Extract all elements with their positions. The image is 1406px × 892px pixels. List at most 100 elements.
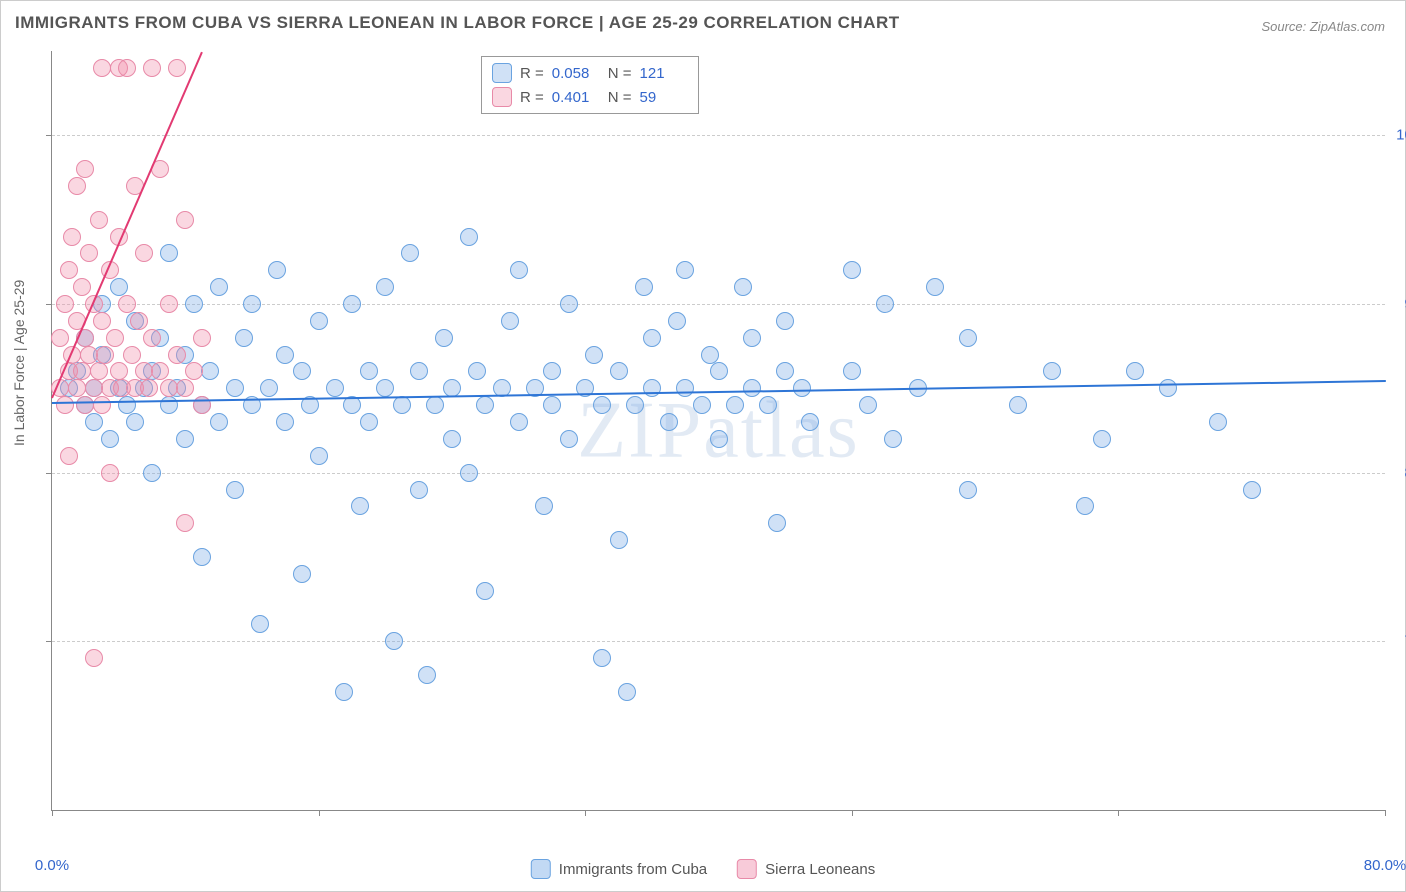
scatter-point — [743, 379, 761, 397]
gridline-h — [52, 641, 1385, 642]
scatter-point — [85, 413, 103, 431]
scatter-point — [260, 379, 278, 397]
scatter-point — [710, 430, 728, 448]
scatter-point — [843, 362, 861, 380]
scatter-point — [393, 396, 411, 414]
scatter-point — [443, 430, 461, 448]
y-tick — [46, 135, 52, 136]
x-tick — [319, 810, 320, 816]
scatter-point — [460, 228, 478, 246]
scatter-point — [410, 481, 428, 499]
bottom-legend: Immigrants from Cuba Sierra Leoneans — [531, 859, 875, 879]
scatter-point — [176, 514, 194, 532]
scatter-point — [135, 362, 153, 380]
scatter-point — [643, 379, 661, 397]
scatter-point — [60, 447, 78, 465]
scatter-point — [118, 295, 136, 313]
y-tick — [46, 641, 52, 642]
scatter-point — [251, 615, 269, 633]
scatter-point — [268, 261, 286, 279]
scatter-point — [476, 582, 494, 600]
scatter-point — [193, 548, 211, 566]
swatch-series-1 — [492, 63, 512, 83]
scatter-point — [1076, 497, 1094, 515]
scatter-point — [426, 396, 444, 414]
chart-container: IMMIGRANTS FROM CUBA VS SIERRA LEONEAN I… — [0, 0, 1406, 892]
scatter-point — [618, 683, 636, 701]
scatter-point — [73, 278, 91, 296]
scatter-point — [185, 295, 203, 313]
scatter-point — [193, 329, 211, 347]
stats-legend-box: R = 0.058 N = 121 R = 0.401 N = 59 — [481, 56, 699, 114]
gridline-h — [52, 473, 1385, 474]
scatter-point — [85, 379, 103, 397]
scatter-point — [143, 464, 161, 482]
chart-title: IMMIGRANTS FROM CUBA VS SIERRA LEONEAN I… — [15, 13, 900, 33]
scatter-point — [585, 346, 603, 364]
scatter-point — [843, 261, 861, 279]
scatter-point — [185, 362, 203, 380]
legend-label-1: Immigrants from Cuba — [559, 861, 707, 878]
stats-r-label-1: R = — [520, 65, 544, 82]
scatter-point — [63, 228, 81, 246]
scatter-point — [401, 244, 419, 262]
scatter-point — [226, 379, 244, 397]
scatter-point — [1209, 413, 1227, 431]
scatter-point — [326, 379, 344, 397]
scatter-point — [476, 396, 494, 414]
scatter-point — [176, 211, 194, 229]
scatter-point — [60, 261, 78, 279]
scatter-point — [734, 278, 752, 296]
scatter-point — [776, 312, 794, 330]
scatter-point — [176, 430, 194, 448]
gridline-h — [52, 135, 1385, 136]
scatter-point — [93, 396, 111, 414]
scatter-point — [859, 396, 877, 414]
scatter-point — [68, 177, 86, 195]
scatter-point — [80, 346, 98, 364]
scatter-point — [140, 379, 158, 397]
scatter-point — [106, 329, 124, 347]
scatter-point — [101, 430, 119, 448]
scatter-point — [768, 514, 786, 532]
scatter-point — [51, 329, 69, 347]
scatter-point — [560, 430, 578, 448]
scatter-point — [118, 59, 136, 77]
scatter-point — [801, 413, 819, 431]
scatter-point — [468, 362, 486, 380]
scatter-point — [160, 396, 178, 414]
scatter-point — [743, 329, 761, 347]
scatter-point — [73, 362, 91, 380]
scatter-point — [510, 413, 528, 431]
stats-r-value-1: 0.058 — [552, 65, 600, 82]
source-label: Source: ZipAtlas.com — [1261, 19, 1385, 34]
scatter-point — [310, 312, 328, 330]
scatter-point — [1126, 362, 1144, 380]
scatter-point — [701, 346, 719, 364]
scatter-point — [310, 447, 328, 465]
scatter-point — [360, 413, 378, 431]
scatter-point — [130, 312, 148, 330]
scatter-point — [593, 649, 611, 667]
x-tick — [1385, 810, 1386, 816]
scatter-point — [1243, 481, 1261, 499]
scatter-point — [143, 329, 161, 347]
scatter-point — [293, 362, 311, 380]
scatter-point — [335, 683, 353, 701]
scatter-point — [610, 362, 628, 380]
scatter-point — [593, 396, 611, 414]
swatch-series-2 — [492, 87, 512, 107]
scatter-point — [510, 261, 528, 279]
scatter-point — [1159, 379, 1177, 397]
scatter-point — [926, 278, 944, 296]
scatter-point — [235, 329, 253, 347]
y-tick — [46, 304, 52, 305]
scatter-point — [435, 329, 453, 347]
x-tick — [852, 810, 853, 816]
scatter-point — [610, 531, 628, 549]
scatter-point — [85, 649, 103, 667]
stats-r-value-2: 0.401 — [552, 89, 600, 106]
stats-row-series-2: R = 0.401 N = 59 — [492, 85, 688, 109]
scatter-point — [501, 312, 519, 330]
legend-label-2: Sierra Leoneans — [765, 861, 875, 878]
